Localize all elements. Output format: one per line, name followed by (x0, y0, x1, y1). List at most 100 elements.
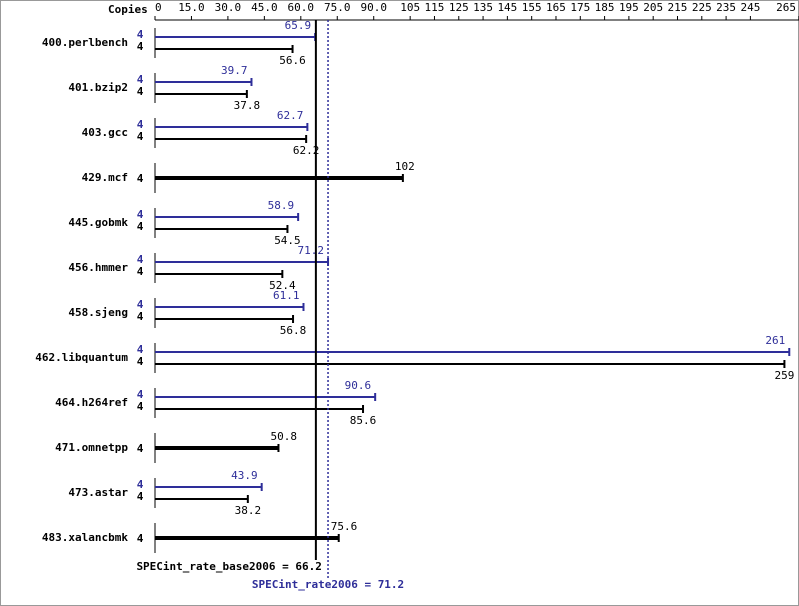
x-tick-label: 0 (155, 1, 162, 14)
x-tick-label: 15.0 (178, 1, 205, 14)
value-label: 102 (395, 160, 415, 173)
value-label: 50.8 (270, 430, 297, 443)
category-label: 473.astar (68, 486, 128, 499)
value-label: 38.2 (235, 504, 262, 517)
category-label: 403.gcc (82, 126, 128, 139)
value-label: 261 (765, 334, 785, 347)
x-tick-label: 215 (668, 1, 688, 14)
bar (155, 126, 308, 128)
bar (155, 446, 279, 450)
category-label: 471.omnetpp (55, 441, 128, 454)
reference-label: SPECint_rate2006 = 71.2 (252, 578, 404, 591)
x-tick-label: 165 (546, 1, 566, 14)
value-label: 62.2 (293, 144, 320, 157)
copies-label: 4 (137, 442, 144, 455)
bar (155, 408, 364, 410)
x-axis-label: Copies (108, 3, 148, 16)
bar (155, 93, 247, 95)
value-label: 90.6 (345, 379, 372, 392)
value-label: 61.1 (273, 289, 300, 302)
value-label: 58.9 (268, 199, 295, 212)
copies-label: 4 (137, 172, 144, 185)
value-label: 43.9 (231, 469, 258, 482)
x-tick-label: 235 (716, 1, 736, 14)
value-label: 259 (774, 369, 794, 382)
category-label: 456.hmmer (68, 261, 128, 274)
bar (155, 138, 307, 140)
copies-label: 4 (137, 355, 144, 368)
copies-label: 4 (137, 130, 144, 143)
bar (155, 48, 293, 50)
copies-label: 4 (137, 532, 144, 545)
category-label: 445.gobmk (68, 216, 128, 229)
x-tick-label: 265 (776, 1, 796, 14)
value-label: 62.7 (277, 109, 304, 122)
x-tick-label: 45.0 (251, 1, 278, 14)
category-label: 464.h264ref (55, 396, 128, 409)
value-label: 37.8 (234, 99, 261, 112)
category-label: 400.perlbench (42, 36, 128, 49)
bar (155, 273, 283, 275)
bar (155, 486, 262, 488)
x-tick-label: 155 (522, 1, 542, 14)
bar (155, 318, 294, 320)
bar (155, 306, 304, 308)
x-tick-label: 245 (740, 1, 760, 14)
x-tick-label: 145 (497, 1, 517, 14)
copies-label: 4 (137, 265, 144, 278)
copies-label: 4 (137, 343, 144, 356)
x-tick-label: 125 (449, 1, 469, 14)
bar (155, 363, 785, 365)
x-tick-label: 225 (692, 1, 712, 14)
bar (155, 228, 288, 230)
copies-label: 4 (137, 478, 144, 491)
x-tick-label: 185 (595, 1, 615, 14)
x-tick-label: 90.0 (360, 1, 387, 14)
reference-label: SPECint_rate_base2006 = 66.2 (136, 560, 321, 573)
copies-label: 4 (137, 253, 144, 266)
x-tick-label: 135 (473, 1, 493, 14)
x-tick-label: 105 (400, 1, 420, 14)
x-tick-label: 60.0 (288, 1, 315, 14)
category-label: 462.libquantum (35, 351, 128, 364)
copies-label: 4 (137, 28, 144, 41)
copies-label: 4 (137, 400, 144, 413)
bar (155, 396, 376, 398)
bar (155, 176, 403, 180)
copies-label: 4 (137, 490, 144, 503)
copies-label: 4 (137, 118, 144, 131)
copies-label: 4 (137, 298, 144, 311)
copies-label: 4 (137, 85, 144, 98)
value-label: 54.5 (274, 234, 301, 247)
value-label: 56.6 (279, 54, 306, 67)
copies-label: 4 (137, 220, 144, 233)
value-label: 71.2 (298, 244, 325, 257)
x-tick-label: 30.0 (215, 1, 242, 14)
bar (155, 216, 299, 218)
bar (155, 36, 316, 38)
bar (155, 536, 339, 540)
copies-label: 4 (137, 73, 144, 86)
x-tick-label: 75.0 (324, 1, 351, 14)
copies-label: 4 (137, 388, 144, 401)
category-label: 429.mcf (82, 171, 128, 184)
bar (155, 81, 252, 83)
category-label: 401.bzip2 (68, 81, 128, 94)
value-label: 65.9 (285, 19, 312, 32)
category-label: 483.xalancbmk (42, 531, 128, 544)
value-label: 52.4 (269, 279, 296, 292)
x-tick-label: 175 (570, 1, 590, 14)
bar (155, 261, 329, 263)
x-tick-label: 115 (425, 1, 445, 14)
value-label: 56.8 (280, 324, 307, 337)
bar (155, 498, 248, 500)
value-label: 39.7 (221, 64, 248, 77)
copies-label: 4 (137, 208, 144, 221)
value-label: 75.6 (331, 520, 358, 533)
copies-label: 4 (137, 310, 144, 323)
category-label: 458.sjeng (68, 306, 128, 319)
x-tick-label: 205 (643, 1, 663, 14)
copies-label: 4 (137, 40, 144, 53)
